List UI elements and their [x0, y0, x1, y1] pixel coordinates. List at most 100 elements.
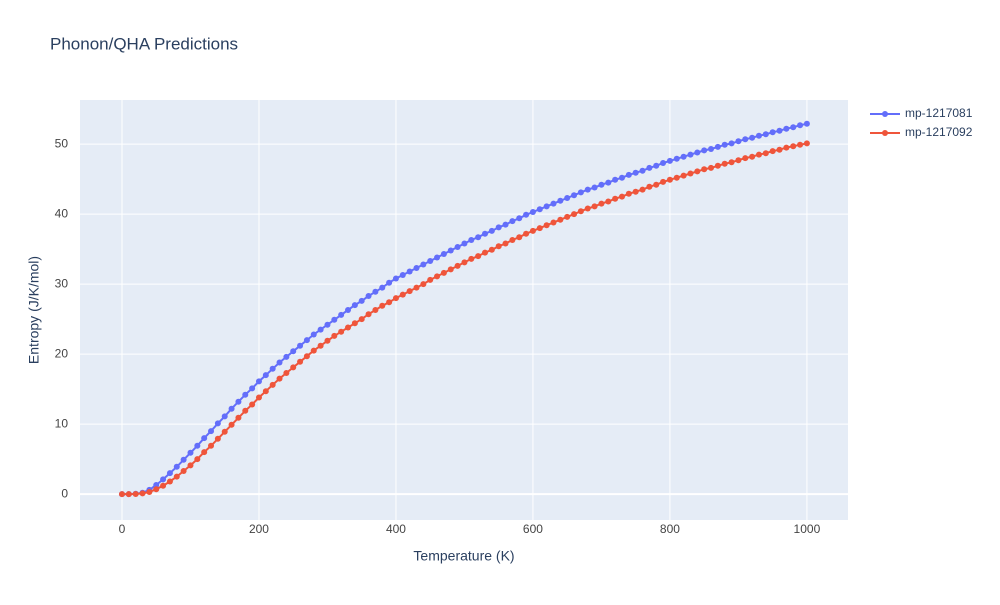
- data-point: [803, 140, 810, 147]
- y-tick-label: 20: [55, 346, 69, 360]
- data-point: [536, 206, 543, 213]
- data-point: [721, 160, 728, 167]
- x-tick-label: 400: [386, 522, 406, 536]
- data-point: [331, 316, 338, 323]
- x-tick-label: 800: [660, 522, 680, 536]
- data-point: [728, 159, 735, 166]
- data-point: [214, 435, 221, 442]
- data-point: [276, 359, 283, 366]
- data-point: [653, 181, 660, 188]
- data-point: [735, 157, 742, 164]
- data-point: [612, 176, 619, 183]
- data-point: [379, 302, 386, 309]
- data-point: [564, 195, 571, 201]
- data-point: [571, 211, 578, 218]
- y-axis-title: Entropy (J/K/mol): [26, 256, 42, 364]
- data-point: [194, 456, 201, 463]
- data-point: [543, 222, 550, 229]
- data-point: [392, 295, 399, 302]
- data-point: [283, 353, 290, 360]
- data-point: [228, 421, 235, 428]
- data-point: [769, 129, 776, 136]
- chart-title: Phonon/QHA Predictions: [50, 34, 238, 53]
- data-point: [769, 148, 776, 155]
- data-point: [324, 321, 331, 328]
- data-point: [283, 370, 290, 376]
- data-point: [516, 215, 523, 222]
- data-point: [413, 284, 420, 291]
- data-point: [708, 164, 715, 171]
- data-point: [249, 401, 256, 408]
- data-point: [420, 281, 427, 288]
- legend-label[interactable]: mp-1217081: [905, 106, 973, 120]
- data-point: [338, 311, 345, 318]
- data-point: [434, 273, 441, 280]
- data-point: [386, 279, 393, 286]
- data-point: [666, 157, 673, 164]
- data-point: [208, 442, 215, 449]
- data-point: [680, 153, 687, 160]
- data-point: [591, 203, 598, 210]
- data-point: [372, 307, 379, 313]
- data-point: [749, 153, 756, 160]
- data-point: [481, 249, 488, 256]
- data-point: [639, 167, 646, 174]
- data-point: [625, 171, 632, 178]
- data-point: [153, 482, 160, 488]
- x-tick-label: 1000: [794, 522, 821, 536]
- data-point: [269, 365, 276, 372]
- data-point: [618, 193, 625, 200]
- data-point: [783, 125, 790, 132]
- data-point: [783, 144, 790, 151]
- data-point: [153, 486, 160, 493]
- data-point: [509, 218, 516, 225]
- data-point: [242, 407, 249, 414]
- data-point: [228, 405, 235, 412]
- data-point: [194, 442, 201, 449]
- data-point: [742, 155, 749, 162]
- data-point: [502, 221, 509, 228]
- data-point: [632, 169, 639, 176]
- data-point: [290, 348, 297, 355]
- data-point: [399, 291, 406, 298]
- data-point: [146, 489, 153, 495]
- data-point: [310, 331, 317, 338]
- data-point: [475, 253, 482, 260]
- data-point: [557, 197, 564, 204]
- data-point: [666, 176, 673, 183]
- data-point: [536, 225, 543, 232]
- data-point: [221, 413, 228, 420]
- data-point: [488, 246, 495, 253]
- data-point: [255, 378, 262, 385]
- data-point: [660, 160, 667, 166]
- data-point: [612, 195, 619, 202]
- legend-label[interactable]: mp-1217092: [905, 125, 973, 139]
- legend: mp-1217081 mp-1217092: [870, 106, 973, 139]
- data-point: [187, 462, 194, 469]
- data-point: [475, 234, 482, 241]
- data-point: [427, 258, 434, 264]
- data-point: [125, 491, 132, 498]
- data-point: [776, 146, 783, 153]
- data-point: [571, 192, 578, 199]
- data-point: [790, 124, 797, 131]
- data-point: [386, 299, 393, 306]
- data-point: [673, 155, 680, 162]
- x-tick-label: 0: [119, 522, 126, 536]
- data-point: [516, 234, 523, 241]
- data-point: [564, 213, 571, 220]
- data-point: [721, 141, 728, 148]
- data-point: [646, 183, 653, 190]
- data-point: [166, 470, 173, 477]
- data-point: [255, 394, 262, 401]
- data-point: [776, 127, 783, 134]
- data-point: [598, 200, 605, 207]
- data-point: [755, 151, 762, 158]
- data-point: [132, 490, 139, 497]
- data-point: [584, 205, 591, 212]
- data-point: [694, 149, 701, 156]
- data-point: [797, 141, 804, 148]
- data-point: [694, 168, 701, 175]
- data-point: [118, 491, 125, 498]
